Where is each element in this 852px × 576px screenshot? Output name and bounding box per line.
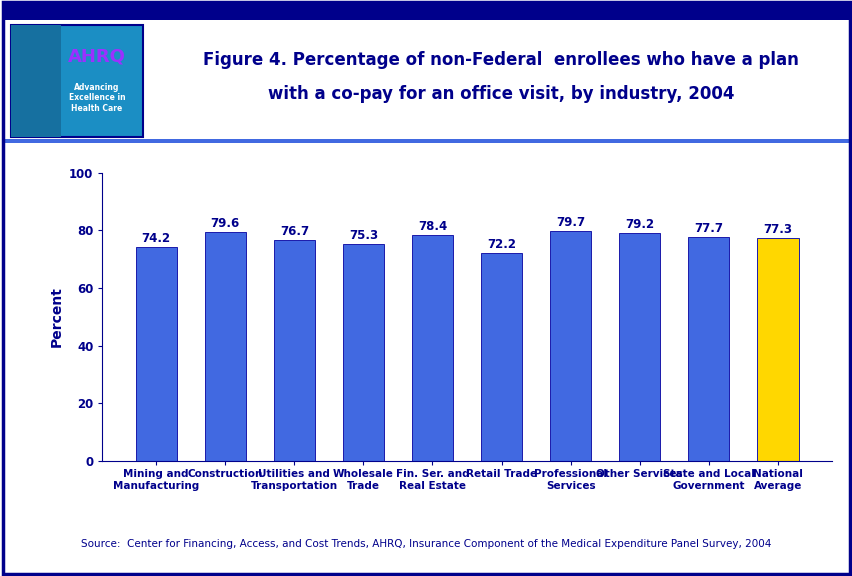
- Text: Source:  Center for Financing, Access, and Cost Trends, AHRQ, Insurance Componen: Source: Center for Financing, Access, an…: [81, 539, 771, 550]
- Text: 72.2: 72.2: [486, 238, 515, 251]
- Text: 77.7: 77.7: [694, 222, 722, 235]
- Bar: [619, 233, 659, 461]
- Text: AHRQ: AHRQ: [68, 47, 126, 65]
- Text: 77.3: 77.3: [763, 223, 792, 236]
- Text: 79.7: 79.7: [556, 216, 584, 229]
- Bar: [757, 238, 797, 461]
- Bar: [273, 240, 314, 461]
- Text: 75.3: 75.3: [348, 229, 377, 242]
- Bar: [343, 244, 383, 461]
- Text: 78.4: 78.4: [417, 220, 446, 233]
- Text: with a co-pay for an office visit, by industry, 2004: with a co-pay for an office visit, by in…: [268, 85, 734, 104]
- Y-axis label: Percent: Percent: [49, 286, 63, 347]
- Text: 79.2: 79.2: [625, 218, 653, 230]
- Bar: [550, 232, 590, 461]
- Text: Advancing
Excellence in
Health Care: Advancing Excellence in Health Care: [69, 83, 125, 113]
- Bar: [481, 253, 521, 461]
- Text: Figure 4. Percentage of non-Federal  enrollees who have a plan: Figure 4. Percentage of non-Federal enro…: [203, 51, 798, 70]
- Bar: [688, 237, 728, 461]
- Bar: [135, 247, 176, 461]
- Bar: [412, 235, 452, 461]
- Bar: [204, 232, 245, 461]
- Text: 74.2: 74.2: [141, 232, 170, 245]
- Text: 79.6: 79.6: [210, 217, 239, 230]
- Text: 76.7: 76.7: [279, 225, 308, 238]
